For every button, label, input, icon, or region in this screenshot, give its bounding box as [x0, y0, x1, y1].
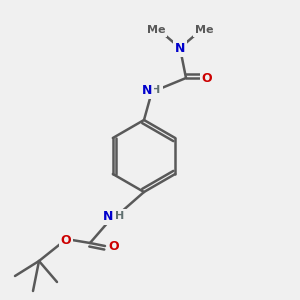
Text: O: O — [109, 239, 119, 253]
Text: N: N — [103, 209, 113, 223]
Text: H: H — [116, 211, 124, 221]
Text: Me: Me — [147, 25, 165, 35]
Text: N: N — [142, 83, 152, 97]
Text: N: N — [175, 41, 185, 55]
Text: O: O — [61, 233, 71, 247]
Text: Me: Me — [195, 25, 213, 35]
Text: H: H — [152, 85, 160, 95]
Text: O: O — [202, 71, 212, 85]
